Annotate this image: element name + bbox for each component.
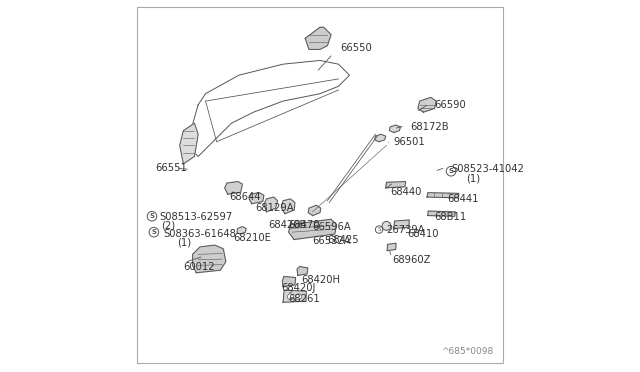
Text: 68420H: 68420H: [301, 275, 340, 285]
Text: 68420B: 68420B: [268, 220, 307, 230]
Polygon shape: [249, 193, 264, 204]
Text: 96501: 96501: [394, 137, 426, 147]
Text: (1): (1): [466, 174, 480, 184]
Polygon shape: [394, 220, 410, 228]
Text: 68261: 68261: [289, 294, 321, 304]
Text: S: S: [378, 227, 381, 232]
Polygon shape: [193, 245, 226, 273]
Text: (1): (1): [177, 237, 191, 247]
Text: 26739A: 26739A: [387, 225, 425, 235]
Text: (2): (2): [161, 221, 175, 231]
Text: 68420J: 68420J: [281, 283, 316, 292]
Text: 68210E: 68210E: [233, 233, 271, 243]
Polygon shape: [418, 97, 436, 112]
Text: S: S: [151, 229, 156, 235]
Polygon shape: [180, 123, 198, 164]
Text: 68B11: 68B11: [435, 212, 467, 222]
Polygon shape: [308, 205, 321, 215]
Circle shape: [382, 221, 391, 230]
Text: S08513-62597: S08513-62597: [159, 212, 232, 222]
Polygon shape: [225, 182, 243, 194]
Polygon shape: [297, 266, 308, 275]
Text: 66550: 66550: [340, 42, 372, 52]
Circle shape: [296, 294, 301, 300]
Text: 68441: 68441: [447, 194, 479, 204]
Text: 68440: 68440: [390, 186, 422, 196]
Text: 68410: 68410: [407, 229, 438, 239]
Polygon shape: [237, 227, 246, 234]
Polygon shape: [374, 134, 386, 142]
Polygon shape: [289, 219, 337, 240]
Text: 66532A: 66532A: [312, 236, 351, 246]
Polygon shape: [305, 27, 331, 49]
Text: S: S: [150, 213, 154, 219]
Text: 68172B: 68172B: [410, 122, 449, 132]
Text: 68425: 68425: [328, 234, 359, 244]
Text: S08523-41042: S08523-41042: [451, 164, 524, 174]
Polygon shape: [281, 199, 295, 214]
Text: 68129A: 68129A: [255, 203, 294, 213]
Text: 66590: 66590: [435, 100, 466, 110]
Text: S: S: [449, 168, 454, 174]
Text: S08363-61648: S08363-61648: [163, 229, 236, 239]
Text: ^685*0098: ^685*0098: [442, 347, 493, 356]
Polygon shape: [386, 182, 406, 188]
Text: 68644: 68644: [230, 192, 261, 202]
Text: 66551: 66551: [156, 163, 188, 173]
Polygon shape: [264, 197, 278, 212]
Polygon shape: [282, 276, 296, 286]
Polygon shape: [283, 290, 307, 302]
Text: 66596A: 66596A: [312, 222, 351, 232]
Text: 68960Z: 68960Z: [392, 255, 431, 265]
Polygon shape: [387, 243, 396, 251]
Text: 68470: 68470: [289, 220, 320, 230]
Text: 60012: 60012: [184, 262, 215, 272]
Polygon shape: [389, 125, 401, 132]
Circle shape: [287, 294, 293, 300]
Polygon shape: [427, 193, 459, 198]
Polygon shape: [428, 211, 455, 216]
